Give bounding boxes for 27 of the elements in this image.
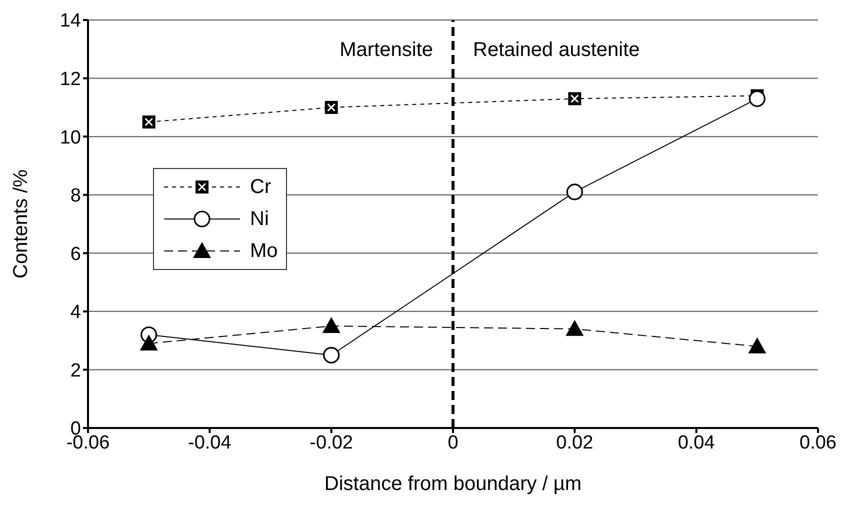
y-tick-label: 12	[60, 69, 81, 90]
x-tick-label: -0.02	[310, 432, 353, 454]
legend-label: Ni	[250, 208, 269, 230]
legend-label: Cr	[250, 176, 272, 198]
y-tick-label: 8	[70, 186, 81, 207]
point	[748, 337, 766, 354]
x-tick-label: 0.04	[678, 432, 716, 454]
x-tick-label: 0.06	[800, 432, 836, 454]
point	[748, 90, 766, 107]
x-tick-label: 0.02	[556, 432, 594, 454]
y-tick-label: 6	[70, 244, 81, 265]
x-axis-title: Distance from boundary / µm	[324, 473, 582, 495]
annotation: Retained austenite	[473, 39, 640, 61]
y-tick-label: 10	[60, 127, 81, 148]
point	[322, 317, 340, 333]
y-tick-label: 4	[70, 302, 82, 324]
point	[566, 184, 583, 200]
point	[566, 320, 584, 336]
x-tick-label: 0	[448, 432, 458, 454]
x-tick-label: -0.04	[188, 432, 232, 454]
point	[323, 346, 340, 364]
point	[140, 334, 158, 350]
y-axis-title: Contents /%	[10, 169, 32, 278]
y-tick-label: 2	[70, 360, 81, 382]
legend-label: Mo	[250, 240, 278, 262]
y-tick-label: 14	[60, 10, 82, 32]
annotation: Martensite	[340, 39, 433, 61]
